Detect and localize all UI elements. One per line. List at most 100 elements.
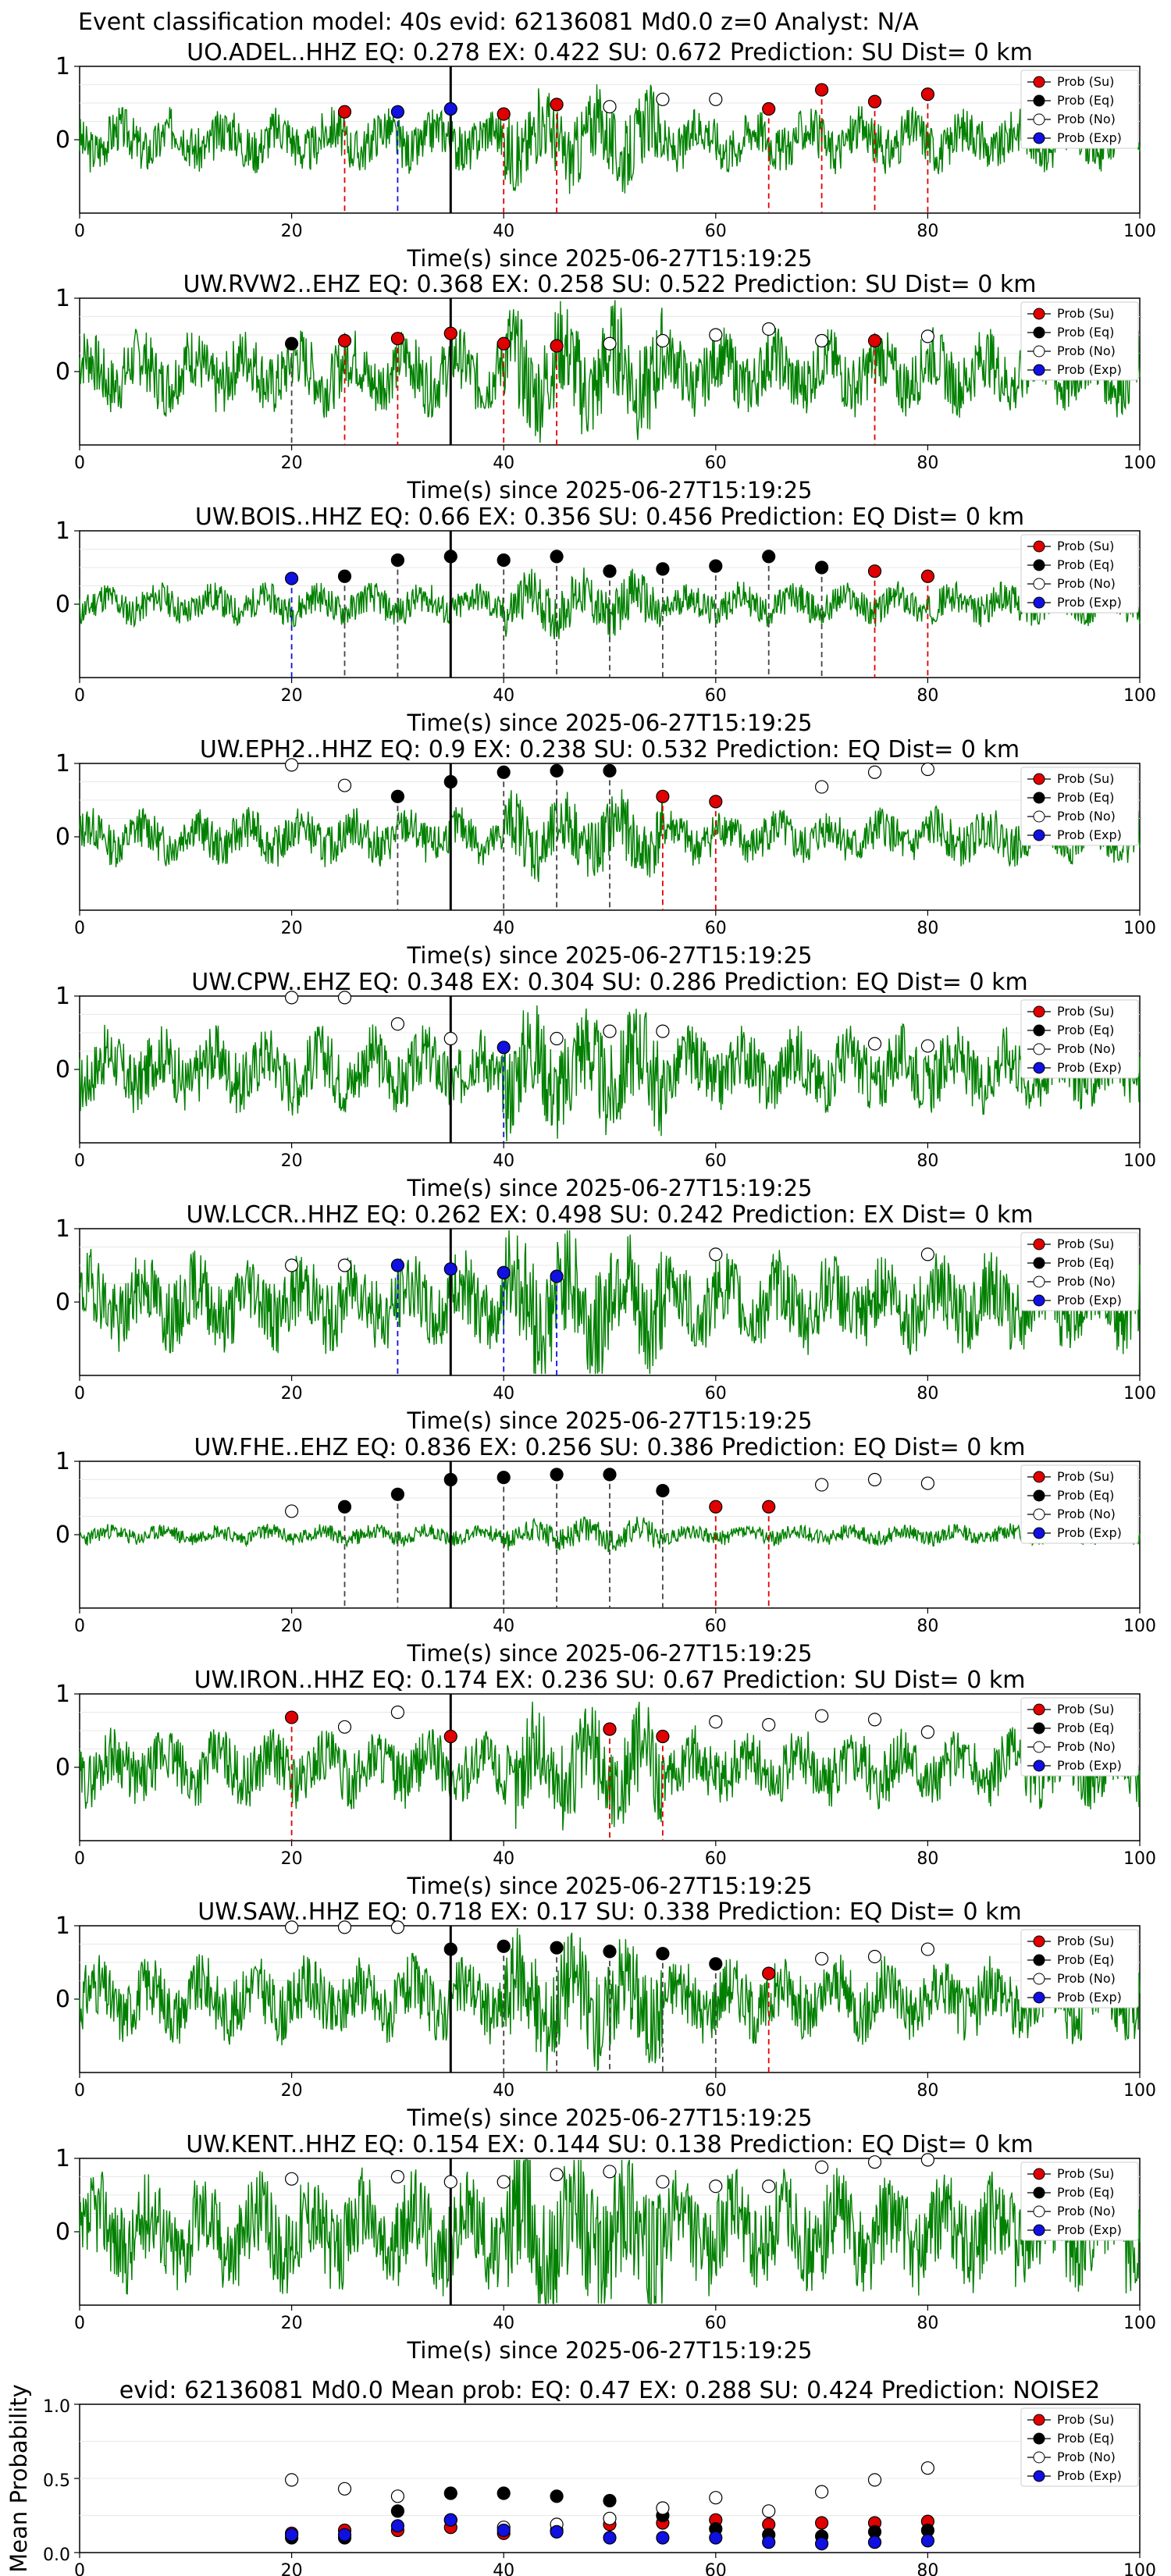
panel-4-prob-marker-no xyxy=(867,765,882,779)
panel-2: UW.RVW2..EHZ EQ: 0.368 EX: 0.258 SU: 0.5… xyxy=(55,271,1156,503)
panel-9-prob-marker-eq xyxy=(656,1947,670,1961)
panel-1-prob-marker-no xyxy=(709,92,723,106)
panel-11-mean-marker-exp xyxy=(920,2534,935,2548)
panel-7-prob-marker-eq xyxy=(603,1468,617,1482)
panel-5-prob-marker-no xyxy=(867,1037,882,1051)
panel-11-xtick-label: 20 xyxy=(281,2561,303,2576)
panel-6: UW.LCCR..HHZ EQ: 0.262 EX: 0.498 SU: 0.2… xyxy=(55,1201,1156,1434)
panel-8-prob-marker-no xyxy=(390,1705,404,1720)
panel-11-mean-marker-exp xyxy=(814,2537,829,2551)
panel-1-xlabel: Time(s) since 2025-06-27T15:19:25 xyxy=(407,245,813,272)
panel-4-prob-marker-eq xyxy=(390,789,404,803)
panel-1-legend-box xyxy=(1020,69,1139,149)
panel-10-prob-marker-no xyxy=(814,2160,829,2174)
panel-2-xlabel: Time(s) since 2025-06-27T15:19:25 xyxy=(407,477,813,503)
panel-7-prob-marker-eq xyxy=(550,1468,564,1482)
panel-10-xtick-label: 100 xyxy=(1123,2314,1156,2333)
panel-10-prob-marker-no xyxy=(550,2168,564,2182)
panel-7-legend-marker-su xyxy=(1033,1471,1045,1483)
panel-2-prob-marker-su xyxy=(867,333,882,348)
panel-8-xtick-label: 0 xyxy=(74,1849,85,1869)
panel-10-title: UW.KENT..HHZ EQ: 0.154 EX: 0.144 SU: 0.1… xyxy=(186,2131,1034,2158)
panel-3-legend-marker-su xyxy=(1033,540,1045,553)
panel-10-xtick-label: 40 xyxy=(493,2314,514,2333)
panel-2-ytick-label: 0 xyxy=(55,358,70,386)
panel-5-legend-box xyxy=(1020,999,1139,1079)
panel-10-xtick-label: 0 xyxy=(74,2314,85,2333)
panels-group: UO.ADEL..HHZ EQ: 0.278 EX: 0.422 SU: 0.6… xyxy=(5,39,1156,2576)
panel-5-prob-marker-no xyxy=(656,1024,670,1038)
panel-5-prob-marker-exp xyxy=(497,1041,511,1055)
panel-1-legend-label-exp: Prob (Exp) xyxy=(1057,130,1122,145)
panel-10-prob-marker-no xyxy=(867,2155,882,2169)
panel-10-legend-marker-no xyxy=(1033,2205,1045,2218)
panel-9-legend-label-no: Prob (No) xyxy=(1057,1971,1116,1986)
panel-1-legend-marker-no xyxy=(1033,113,1045,126)
panel-1-prob-marker-su xyxy=(550,98,564,112)
panel-1-waveform xyxy=(79,84,1141,194)
panel-5-prob-marker-no xyxy=(337,991,352,1005)
panel-9-legend-label-eq: Prob (Eq) xyxy=(1057,1952,1114,1967)
panel-1-prob-marker-su xyxy=(762,101,776,116)
panel-3-prob-marker-su xyxy=(867,564,882,578)
panel-8-prob-marker-no xyxy=(337,1720,352,1734)
panel-1-prob-marker-exp xyxy=(443,101,457,116)
panel-1-prob-marker-no xyxy=(656,92,670,106)
panel-2-legend-box xyxy=(1020,301,1139,381)
panel-3-legend-box xyxy=(1020,534,1139,614)
panel-7-xtick-label: 80 xyxy=(917,1617,938,1636)
panel-9-prob-marker-eq xyxy=(443,1942,457,1956)
panel-10-prob-marker-no xyxy=(709,2179,723,2194)
panel-7-prob-marker-no xyxy=(867,1472,882,1487)
panel-9-legend-marker-exp xyxy=(1033,1991,1045,2004)
panel-7-legend-label-su: Prob (Su) xyxy=(1057,1469,1114,1484)
panel-5-legend-marker-eq xyxy=(1033,1024,1045,1037)
panel-7-legend-label-no: Prob (No) xyxy=(1057,1507,1116,1521)
panel-9-xtick-label: 80 xyxy=(917,2081,938,2101)
panel-1-xtick-label: 0 xyxy=(74,222,85,241)
panel-4-prob-marker-su xyxy=(709,795,723,809)
panel-4-legend-label-no: Prob (No) xyxy=(1057,809,1116,824)
panel-11-ylabel: Mean Probability xyxy=(5,2384,32,2573)
panel-5-legend-label-exp: Prob (Exp) xyxy=(1057,1060,1122,1075)
panel-8: UW.IRON..HHZ EQ: 0.174 EX: 0.236 SU: 0.6… xyxy=(55,1667,1156,1899)
panel-5-waveform xyxy=(79,1005,1141,1142)
panel-6-xlabel: Time(s) since 2025-06-27T15:19:25 xyxy=(407,1407,813,1434)
panel-3-prob-marker-eq xyxy=(443,550,457,564)
panel-11-mean-marker-eq xyxy=(550,2489,564,2503)
panel-4-xtick-label: 80 xyxy=(917,919,938,938)
panel-11-mean-marker-exp xyxy=(285,2528,299,2542)
panel-5-xtick-label: 40 xyxy=(493,1151,514,1171)
panel-10-ytick-label: 0 xyxy=(55,2218,70,2246)
panel-1-xtick-label: 80 xyxy=(917,222,938,241)
panel-9-xtick-label: 20 xyxy=(281,2081,303,2101)
panel-11-mean-marker-exp xyxy=(762,2535,776,2549)
panel-4-legend-marker-su xyxy=(1033,773,1045,785)
panel-4-prob-marker-no xyxy=(285,758,299,772)
panel-8-prob-marker-no xyxy=(709,1715,723,1729)
panel-6-title: UW.LCCR..HHZ EQ: 0.262 EX: 0.498 SU: 0.2… xyxy=(186,1201,1033,1229)
panel-11-xtick-label: 80 xyxy=(917,2561,938,2576)
panel-7-xtick-label: 20 xyxy=(281,1617,303,1636)
panel-7-prob-marker-no xyxy=(285,1504,299,1518)
panel-5-frame xyxy=(79,995,1141,1144)
panel-11-legend-label-exp: Prob (Exp) xyxy=(1057,2468,1122,2483)
panel-2-title: UW.RVW2..EHZ EQ: 0.368 EX: 0.258 SU: 0.5… xyxy=(183,271,1036,298)
panel-7-legend-marker-eq xyxy=(1033,1489,1045,1502)
panel-1-legend-marker-exp xyxy=(1033,132,1045,144)
panel-4-prob-marker-no xyxy=(814,780,829,794)
panel-8-prob-marker-su xyxy=(443,1729,457,1744)
panel-5-prob-marker-no xyxy=(443,1031,457,1046)
panel-6-prob-marker-exp xyxy=(390,1258,404,1272)
panel-6-prob-marker-no xyxy=(337,1258,352,1272)
panel-2-prob-marker-su xyxy=(390,332,404,346)
panel-4-xtick-label: 40 xyxy=(493,919,514,938)
panel-6-xtick-label: 80 xyxy=(917,1384,938,1404)
panel-10-xtick-label: 20 xyxy=(281,2314,303,2333)
panel-10-legend-label-exp: Prob (Exp) xyxy=(1057,2222,1122,2237)
panel-1-prob-marker-su xyxy=(920,87,935,101)
panel-9-prob-marker-no xyxy=(920,1942,935,1956)
panel-5-ytick-label: 1 xyxy=(55,983,70,1010)
panel-4-ytick-label: 0 xyxy=(55,824,70,851)
panel-1-prob-marker-no xyxy=(603,100,617,114)
